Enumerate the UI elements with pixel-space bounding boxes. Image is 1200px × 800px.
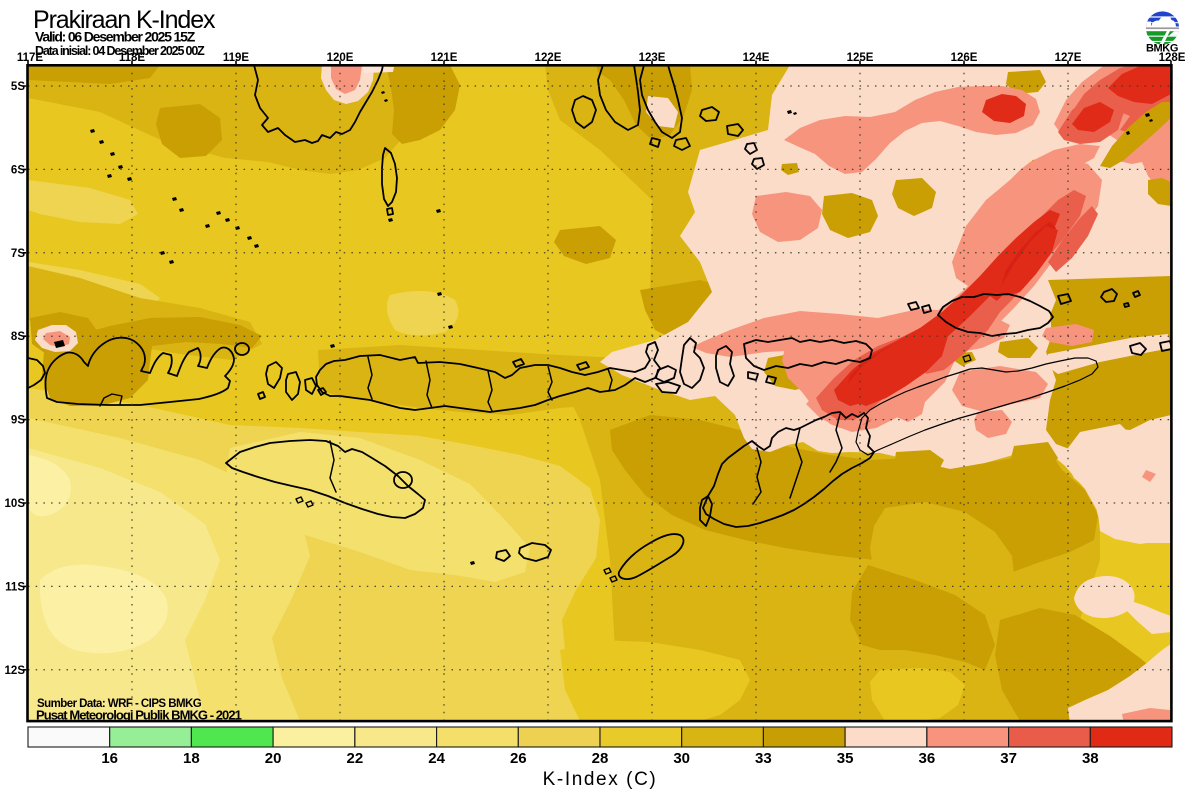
svg-text:125E: 125E [847, 52, 874, 64]
svg-text:120E: 120E [327, 52, 354, 64]
svg-text:16: 16 [101, 750, 118, 767]
svg-text:26: 26 [510, 750, 527, 767]
svg-text:38: 38 [1082, 750, 1099, 767]
svg-text:128E: 128E [1159, 52, 1186, 64]
svg-text:BMKG: BMKG [1146, 43, 1178, 55]
svg-text:33: 33 [755, 750, 772, 767]
svg-text:28: 28 [592, 750, 609, 767]
svg-text:7S: 7S [11, 248, 25, 260]
svg-text:8S: 8S [11, 331, 25, 343]
svg-text:24: 24 [428, 750, 445, 767]
svg-text:11S: 11S [5, 581, 25, 593]
svg-text:9S: 9S [11, 415, 25, 427]
svg-text:Valid: 06 Desember 2025 15Z: Valid: 06 Desember 2025 15Z [35, 29, 196, 45]
svg-text:Data inisial: 04 Desember 2025: Data inisial: 04 Desember 2025 00Z [35, 44, 205, 58]
svg-text:124E: 124E [743, 52, 770, 64]
svg-text:122E: 122E [535, 52, 562, 64]
svg-text:K-Index (C): K-Index (C) [543, 769, 658, 790]
svg-text:36: 36 [919, 750, 936, 767]
svg-text:117E: 117E [17, 52, 44, 64]
svg-text:119E: 119E [223, 52, 250, 64]
svg-text:123E: 123E [639, 52, 666, 64]
svg-text:30: 30 [673, 750, 690, 767]
svg-text:5S: 5S [11, 81, 25, 93]
svg-text:22: 22 [347, 750, 364, 767]
svg-text:126E: 126E [951, 52, 978, 64]
svg-text:121E: 121E [431, 52, 458, 64]
svg-text:118E: 118E [119, 52, 146, 64]
svg-text:Sumber Data: WRF - CIPS BMKG: Sumber Data: WRF - CIPS BMKG [37, 698, 202, 710]
svg-text:35: 35 [837, 750, 854, 767]
svg-text:37: 37 [1000, 750, 1017, 767]
svg-text:6S: 6S [11, 164, 25, 176]
svg-text:Prakiraan K-Index: Prakiraan K-Index [33, 6, 216, 34]
svg-text:12S: 12S [5, 665, 26, 677]
svg-text:18: 18 [183, 750, 200, 767]
svg-text:127E: 127E [1055, 52, 1082, 64]
svg-text:Pusat Meteorologi Publik BMKG: Pusat Meteorologi Publik BMKG - 2021 [36, 708, 242, 723]
svg-text:20: 20 [265, 750, 282, 767]
svg-text:10S: 10S [5, 498, 26, 510]
